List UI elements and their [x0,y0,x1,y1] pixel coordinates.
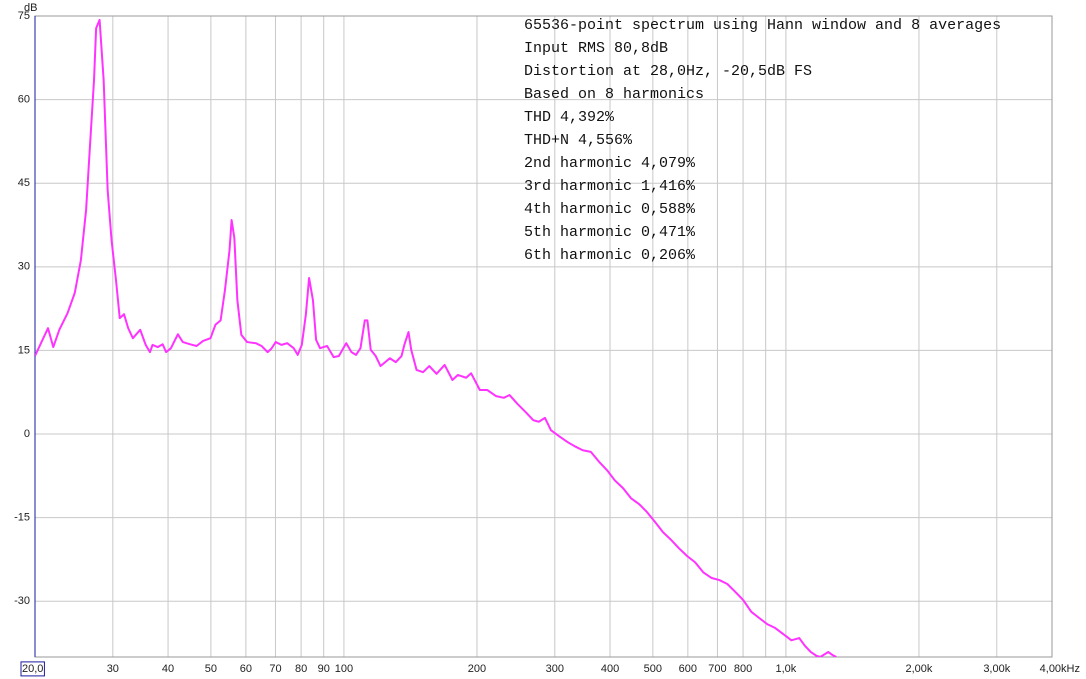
y-tick-label: 30 [18,261,30,273]
annotation: THD 4,392% [524,109,615,126]
annotation: 4th harmonic 0,588% [524,201,696,218]
x-tick-label: 4,00kHz [1040,663,1080,675]
x-tick-label: 20,0 [22,663,43,675]
x-tick-label: 700 [708,663,726,675]
y-tick-label: 75 [18,10,30,22]
y-tick-label: 60 [18,94,30,106]
annotation: 2nd harmonic 4,079% [524,155,696,172]
x-tick-label: 70 [269,663,281,675]
x-tick-label: 3,00k [983,663,1010,675]
y-tick-label: 45 [18,177,30,189]
annotation: Based on 8 harmonics [524,86,704,103]
annotation: Input RMS 80,8dB [524,40,668,57]
annotation: Distortion at 28,0Hz, -20,5dB FS [524,63,812,80]
x-tick-label: 300 [546,663,564,675]
annotation: 3rd harmonic 1,416% [524,178,696,195]
annotation: 5th harmonic 0,471% [524,224,696,241]
x-tick-label: 60 [240,663,252,675]
annotation: 6th harmonic 0,206% [524,247,696,264]
x-start-box [20,661,45,677]
y-tick-label: -30 [14,595,30,607]
x-tick-label: 400 [601,663,619,675]
x-tick-label: 800 [734,663,752,675]
x-tick-label: 500 [644,663,662,675]
y-tick-label: -15 [14,512,30,524]
x-tick-label: 80 [295,663,307,675]
annotation: THD+N 4,556% [524,132,633,149]
x-tick-label: 200 [468,663,486,675]
x-tick-label: 90 [318,663,330,675]
annotation: 65536-point spectrum using Hann window a… [524,17,1001,34]
x-tick-label: 30 [107,663,119,675]
y-tick-label: 15 [18,344,30,356]
x-tick-label: 600 [679,663,697,675]
x-tick-label: 2,00k [905,663,932,675]
spectrum-line [35,18,837,657]
y-tick-label: 0 [24,428,30,440]
x-tick-label: 100 [335,663,353,675]
y-axis-label: dB [24,2,37,14]
x-tick-label: 1,0k [776,663,797,675]
x-tick-label: 50 [205,663,217,675]
x-tick-label: 40 [162,663,174,675]
